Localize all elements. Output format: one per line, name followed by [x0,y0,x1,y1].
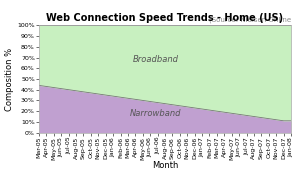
Text: Narrowband: Narrowband [130,109,182,118]
Text: (Source: Nielsen Online: (Source: Nielsen Online [209,17,291,23]
Title: Web Connection Speed Trends - Home (US): Web Connection Speed Trends - Home (US) [46,13,284,23]
Text: Broadband: Broadband [133,55,179,64]
X-axis label: Month: Month [152,161,178,170]
Y-axis label: Composition %: Composition % [5,47,14,111]
